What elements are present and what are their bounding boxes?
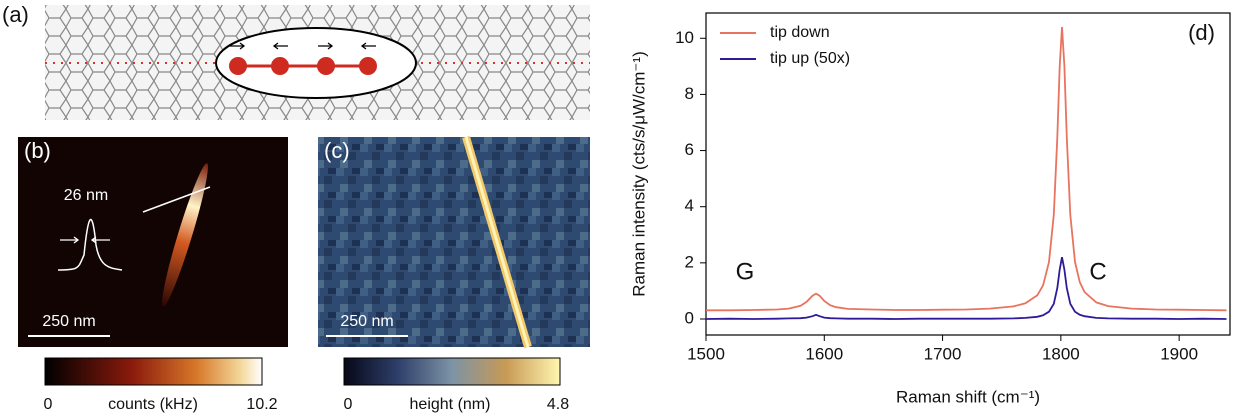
plot-frame: [705, 12, 1231, 336]
colorbar-label: height (nm): [410, 396, 491, 413]
series-line: [705, 257, 1227, 320]
colorbar: [343, 357, 561, 386]
pl-map: [18, 137, 288, 347]
colorbar-max: 10.2: [246, 396, 277, 413]
x-tick-label: 1700: [924, 344, 962, 363]
panel-label: (b): [24, 138, 51, 163]
afm-map: [318, 137, 590, 347]
y-tick-label: 0: [685, 308, 694, 327]
x-tick-label: 1500: [687, 344, 725, 363]
panel-label: (a): [2, 2, 29, 27]
annotation: G: [736, 258, 755, 285]
y-tick-label: 2: [685, 252, 694, 271]
series-line: [706, 26, 1227, 312]
y-axis-label: Raman intensity (cts/s/μW/cm⁻¹): [629, 51, 648, 296]
y-tick-label: 8: [685, 84, 694, 103]
y-tick-label: 6: [685, 140, 694, 159]
linecut: [142, 186, 211, 213]
x-tick-label: 1600: [805, 344, 843, 363]
colorbar-min: 0: [44, 396, 53, 413]
fwhm-arrows: [60, 236, 110, 244]
colorbar-label: counts (kHz): [108, 396, 198, 413]
profile: [57, 218, 123, 271]
pl-streak: [162, 163, 208, 307]
y-tick-label: 10: [675, 28, 694, 47]
afm-tube-core: [464, 136, 530, 348]
profile-label: 26 nm: [64, 187, 108, 204]
x-tick-label: 1800: [1042, 344, 1080, 363]
scalebar-label: 250 nm: [340, 313, 393, 330]
y-tick-label: 4: [685, 196, 694, 215]
x-axis-label: Raman shift (cm⁻¹): [896, 387, 1040, 406]
panel-label: (d): [1188, 20, 1215, 45]
x-tick-label: 1900: [1160, 344, 1198, 363]
colorbar: [44, 357, 263, 386]
chain-atoms: [229, 57, 377, 75]
legend-label: tip down: [770, 24, 830, 41]
scalebar-label: 250 nm: [42, 313, 95, 330]
vibration-arrows: [230, 42, 376, 50]
colorbar-min: 0: [344, 396, 353, 413]
colorbar-max: 4.8: [547, 396, 569, 413]
annotation: C: [1089, 258, 1106, 285]
legend-label: tip up (50x): [770, 50, 850, 67]
panel-label: (c): [324, 138, 350, 163]
